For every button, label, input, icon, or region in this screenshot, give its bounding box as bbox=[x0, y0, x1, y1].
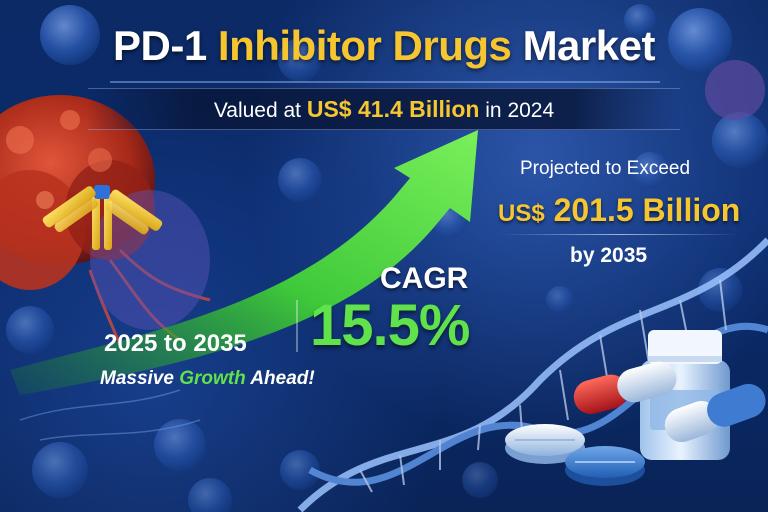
cagr-divider bbox=[296, 300, 298, 352]
tagline: Massive Growth Ahead! bbox=[100, 368, 315, 390]
projection-amount: US$ 201.5 Billion bbox=[498, 192, 740, 229]
tagline-part-2: Ahead! bbox=[250, 368, 315, 389]
projection-currency: US$ bbox=[498, 200, 545, 227]
valuation-text: Valued at US$ 41.4 Billion in 2024 bbox=[0, 96, 768, 123]
valuation-amount: US$ 41.4 Billion bbox=[306, 96, 480, 122]
valuation-prefix: Valued at bbox=[213, 99, 302, 122]
capsule-icon bbox=[573, 361, 766, 443]
tagline-highlight: Growth bbox=[179, 368, 246, 389]
page-title: PD-1 Inhibitor Drugs Market bbox=[0, 22, 768, 70]
projection-label: Projected to Exceed bbox=[520, 158, 691, 179]
tumor-cell-icon bbox=[0, 95, 211, 346]
valuation-suffix: in 2024 bbox=[485, 99, 555, 122]
tagline-part-1: Massive bbox=[100, 368, 174, 389]
cagr-label: CAGR bbox=[380, 262, 469, 295]
projection-year: by 2035 bbox=[570, 244, 648, 267]
forecast-period: 2025 to 2035 bbox=[104, 330, 247, 357]
title-part-3: Market bbox=[522, 22, 656, 69]
projection-divider bbox=[500, 234, 740, 235]
title-part-1: PD-1 bbox=[113, 22, 207, 69]
cagr-value: 15.5% bbox=[310, 293, 470, 358]
growth-arrow-icon bbox=[10, 130, 478, 395]
projection-value: 201.5 Billion bbox=[553, 192, 741, 228]
antibody-icon bbox=[42, 185, 163, 250]
purple-cell-icon bbox=[705, 60, 765, 120]
title-part-2: Inhibitor Drugs bbox=[217, 22, 512, 69]
tablet-icon bbox=[505, 424, 645, 486]
valuation-banner bbox=[88, 88, 680, 130]
